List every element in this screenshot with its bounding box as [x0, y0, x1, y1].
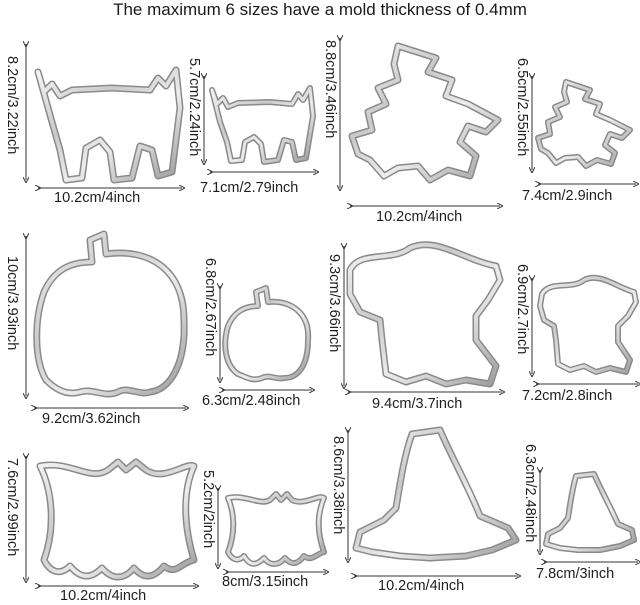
dimension-lines	[26, 38, 638, 586]
height-label-ghost-small: 6.9cm/2.7inch	[514, 264, 530, 355]
cutter-ghost-large	[346, 241, 504, 388]
width-label-witch-large: 10.2cm/4inch	[376, 209, 463, 225]
height-label-bat-large: 7.6cm/2.99inch	[4, 458, 20, 557]
width-label-pumpkin-large: 9.2cm/3.62inch	[42, 411, 141, 427]
height-label-witch-small: 6.5cm/2.55inch	[514, 58, 530, 157]
cutter-hat-large	[352, 426, 520, 562]
cutter-witch-large	[348, 42, 502, 184]
height-label-cat-large: 8.2cm/3.22inch	[4, 56, 20, 155]
width-label-ghost-small: 7.2cm/2.8inch	[522, 388, 613, 404]
height-label-bat-small: 5.2cm/2inch	[200, 470, 216, 549]
cutter-witch-small	[535, 79, 633, 169]
width-label-hat-small: 7.8cm/3inch	[536, 566, 615, 582]
cutter-cat-small	[209, 85, 316, 165]
height-label-cat-small: 5.7cm/2.24inch	[186, 58, 202, 157]
cutter-cat-large	[34, 66, 184, 184]
height-label-hat-small: 6.3cm/2.48inch	[522, 444, 538, 543]
width-label-bat-large: 10.2cm/4inch	[60, 588, 147, 604]
headline: The maximum 6 sizes have a mold thicknes…	[113, 0, 527, 19]
width-label-bat-small: 8cm/3.15inch	[222, 574, 309, 590]
height-label-witch-large: 8.8cm/3.46inch	[322, 40, 338, 139]
width-label-ghost-large: 9.4cm/3.7inch	[372, 396, 463, 412]
height-label-hat-large: 8.6cm/3.38inch	[330, 436, 346, 535]
width-label-witch-small: 7.4cm/2.9inch	[522, 188, 613, 204]
width-label-cat-small: 7.1cm/2.79inch	[200, 180, 299, 196]
width-label-cat-large: 10.2cm/4inch	[54, 190, 141, 206]
cutter-ghost-small	[537, 274, 639, 375]
height-label-ghost-large: 9.3cm/3.66inch	[326, 254, 342, 353]
cutter-bat-small	[225, 491, 327, 567]
height-label-pumpkin-large: 10cm/3.93inch	[4, 256, 20, 351]
cutter-bat-large	[36, 458, 198, 581]
cutter-pumpkin-large	[33, 230, 188, 398]
cutter-hat-small	[543, 471, 637, 553]
cutter-pumpkin-small	[222, 285, 312, 383]
width-label-hat-large: 10.2cm/4inch	[378, 578, 465, 594]
width-label-pumpkin-small: 6.3cm/2.48inch	[202, 393, 301, 409]
height-label-pumpkin-small: 6.8cm/2.67inch	[202, 258, 218, 357]
